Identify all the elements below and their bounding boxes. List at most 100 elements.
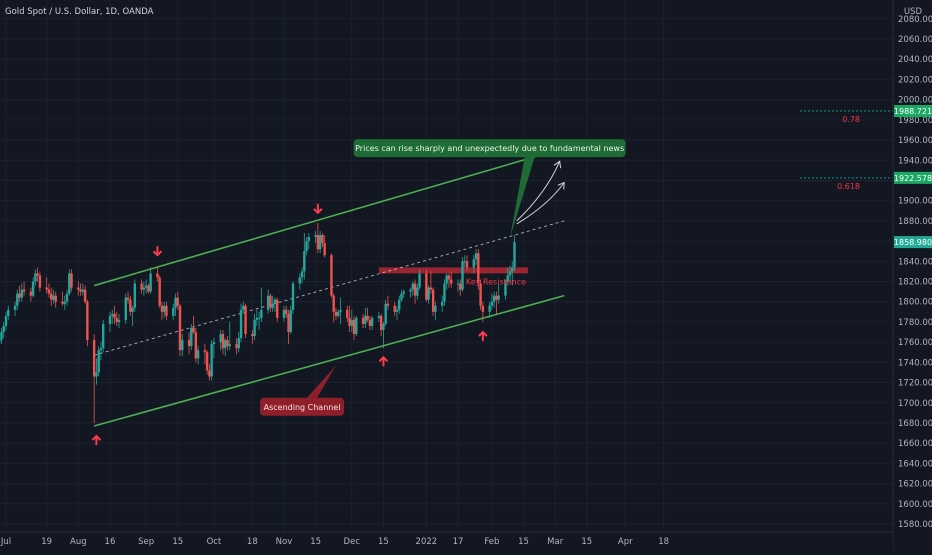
candle-body xyxy=(303,251,305,271)
candle-body xyxy=(387,304,389,306)
candle-body xyxy=(301,271,303,277)
candle-body xyxy=(66,294,68,302)
candle-body xyxy=(493,296,495,302)
candle-body xyxy=(369,320,371,326)
candle-body xyxy=(479,284,481,306)
candle-body xyxy=(195,332,197,358)
candle-body xyxy=(145,286,147,288)
candle-body xyxy=(125,298,127,320)
candle-body xyxy=(314,235,316,237)
key-resistance-zone xyxy=(379,267,528,273)
time-tick-label: 18 xyxy=(658,537,669,547)
candle-body xyxy=(39,275,41,287)
candle-body xyxy=(511,267,513,271)
price-tick-label: 1720.000 xyxy=(898,379,932,389)
price-tick-label: 2040.000 xyxy=(898,55,932,65)
candle-body xyxy=(172,308,174,316)
candle-body xyxy=(330,255,332,295)
candle-body xyxy=(61,302,63,304)
candle-body xyxy=(7,310,9,316)
candle-body xyxy=(95,372,97,376)
candle-body xyxy=(5,316,7,326)
time-tick-label: Oct xyxy=(207,537,222,547)
candle-body xyxy=(416,288,418,296)
candle-body xyxy=(418,273,420,287)
candle-body xyxy=(79,290,81,292)
candle-body xyxy=(394,306,396,312)
price-tick-label: 1900.000 xyxy=(898,197,932,207)
time-tick-label: 15 xyxy=(378,537,389,547)
candle-body xyxy=(443,284,445,302)
candle-body xyxy=(276,300,278,318)
candle-body xyxy=(353,320,355,334)
candle-body xyxy=(446,275,448,283)
fundamental-news-note: Prices can rise sharply and unexpectedly… xyxy=(355,144,624,153)
candle-body xyxy=(362,318,364,324)
candle-body xyxy=(384,304,386,324)
candle-body xyxy=(242,306,244,310)
candle-body xyxy=(226,340,228,346)
time-tick-label: 19 xyxy=(41,537,52,547)
candle-body xyxy=(448,275,450,279)
price-tick-label: 1960.000 xyxy=(898,136,932,146)
candle-body xyxy=(457,284,459,285)
candle-body xyxy=(68,273,70,293)
candle-body xyxy=(473,259,475,267)
candle-body xyxy=(86,302,88,340)
candle-body xyxy=(412,284,414,290)
candle-body xyxy=(244,306,246,334)
candle-body xyxy=(50,294,52,300)
candle-body xyxy=(380,316,382,330)
candle-body xyxy=(177,298,179,306)
candle-body xyxy=(220,334,222,342)
candle-body xyxy=(287,314,289,332)
candle-body xyxy=(14,306,16,310)
price-tick-label: 1580.000 xyxy=(898,520,932,530)
price-tick-label: 1820.000 xyxy=(898,278,932,288)
candle-body xyxy=(256,318,258,320)
candle-body xyxy=(36,273,38,275)
time-tick-label: 15 xyxy=(518,537,529,547)
candle-body xyxy=(163,306,165,312)
candle-body xyxy=(409,290,411,292)
price-tag-label: 1858.980 xyxy=(894,238,932,247)
candle-body xyxy=(427,288,429,300)
candle-body xyxy=(323,243,325,255)
price-tick-label: 1980.000 xyxy=(898,116,932,126)
time-tick-label: 15 xyxy=(310,537,321,547)
candle-body xyxy=(84,290,86,302)
time-tick-label: Nov xyxy=(276,537,293,547)
candle-body xyxy=(346,310,348,318)
candle-body xyxy=(129,300,131,312)
currency-label: USD xyxy=(904,7,923,17)
candle-body xyxy=(434,306,436,312)
candle-body xyxy=(229,344,231,346)
candle-body xyxy=(48,290,50,294)
candle-body xyxy=(364,316,366,324)
candle-body xyxy=(430,288,432,290)
candle-body xyxy=(181,340,183,350)
candle-body xyxy=(213,342,215,344)
candle-body xyxy=(513,242,515,267)
candle-body xyxy=(34,273,36,281)
candle-body xyxy=(366,316,368,320)
candle-body xyxy=(414,284,416,296)
candle-body xyxy=(333,296,335,312)
candle-body xyxy=(335,312,337,316)
candle-body xyxy=(339,310,341,312)
candle-body xyxy=(192,328,194,332)
time-axis-panel[interactable] xyxy=(0,532,893,550)
price-tick-label: 1660.000 xyxy=(898,439,932,449)
candle-body xyxy=(285,310,287,314)
candle-body xyxy=(32,282,34,296)
candle-body xyxy=(348,318,350,326)
candle-body xyxy=(299,277,301,283)
candle-body xyxy=(466,261,468,267)
candle-body xyxy=(308,237,310,241)
candle-body xyxy=(351,320,353,326)
candle-body xyxy=(290,310,292,332)
time-tick-label: 2022 xyxy=(416,537,438,547)
